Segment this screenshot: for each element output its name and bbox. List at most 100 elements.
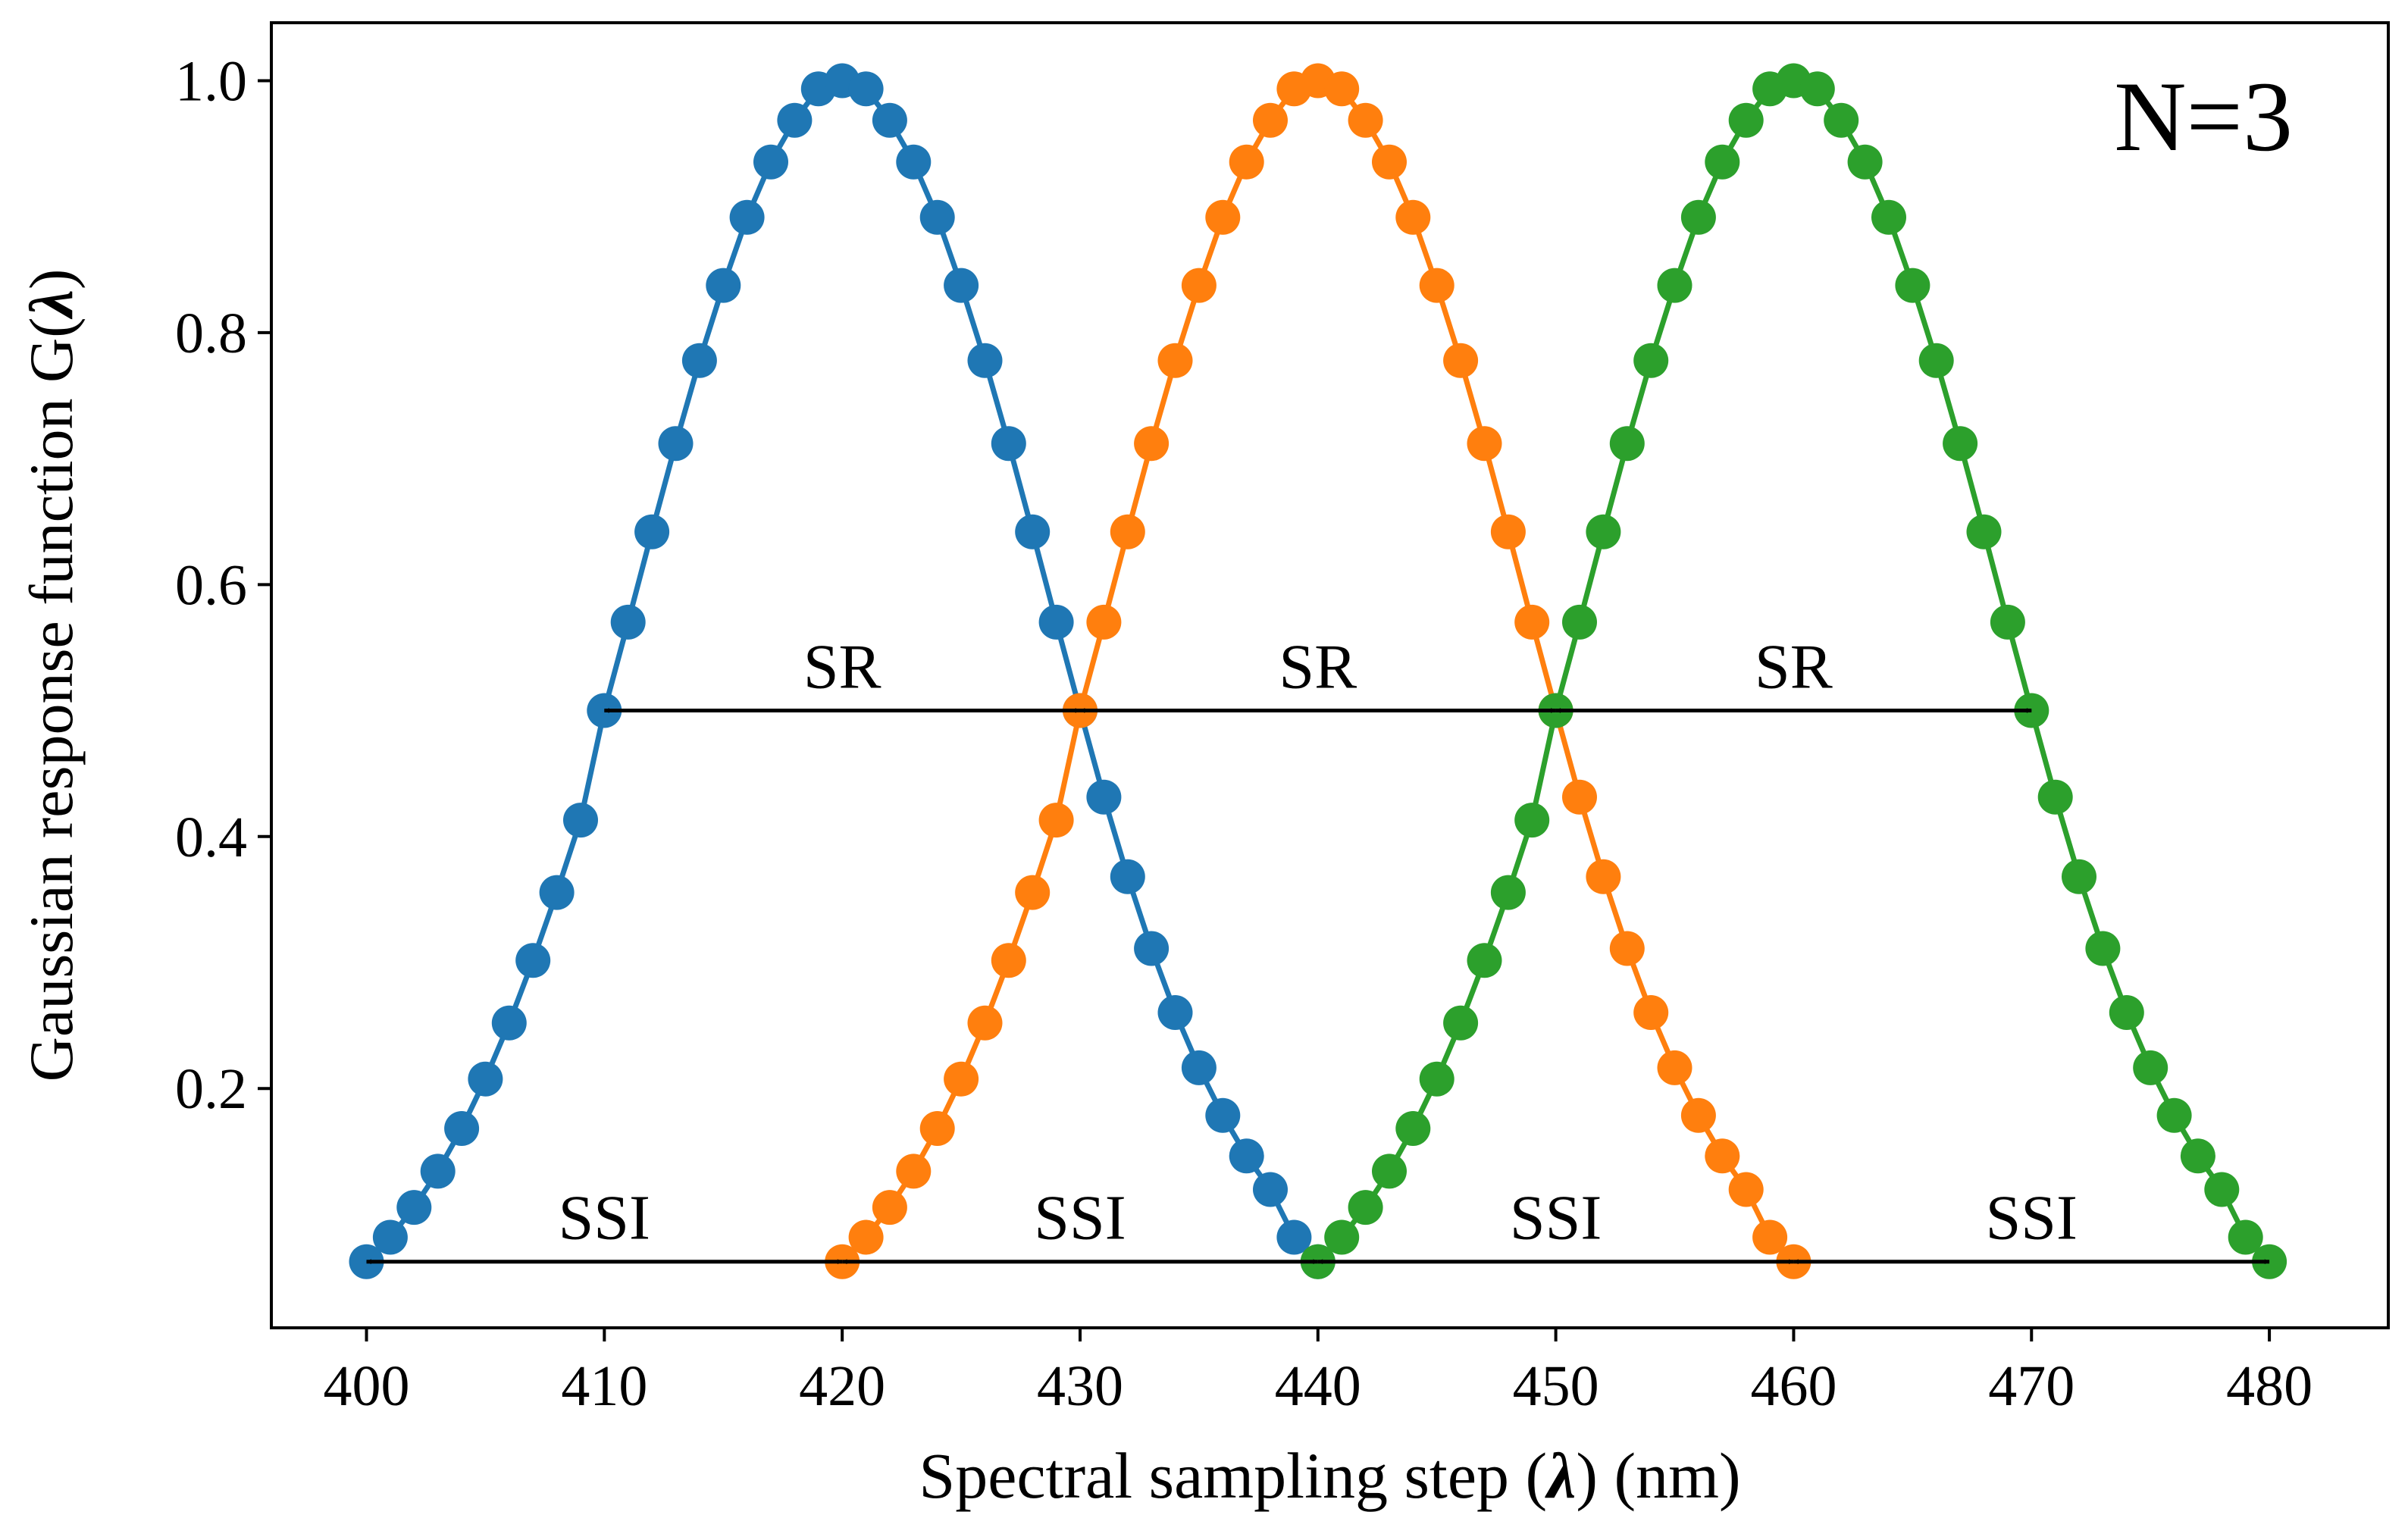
data-point	[634, 514, 670, 549]
data-point	[1395, 1111, 1431, 1146]
data-point	[753, 144, 788, 180]
annotation-sr-3: SR	[1555, 632, 2032, 713]
data-point	[1586, 514, 1621, 549]
annotation-label: SR	[1755, 632, 1833, 703]
y-axis-label: Gaussian response function G(λ)	[17, 269, 86, 1082]
data-point	[681, 343, 717, 378]
data-point	[1490, 514, 1526, 549]
series-band-2	[825, 63, 1811, 1279]
data-point	[1657, 268, 1692, 303]
data-point	[896, 144, 932, 180]
data-point	[1372, 1154, 1407, 1189]
data-point	[1586, 859, 1621, 894]
x-tick-label: 430	[1037, 1354, 1123, 1418]
axes-layer: 400 410 420 430 440 450 460 470 480 0.2 0.4 0.6 0.8 1…	[17, 21, 2390, 1512]
data-point	[1657, 1050, 1692, 1085]
annotation-layer: SR SR SR SSI SSI SSI SSI	[366, 632, 2270, 1265]
data-point	[1181, 268, 1217, 303]
data-point	[919, 199, 955, 235]
annotation-sr-2: SR	[1079, 632, 1556, 713]
data-point	[706, 268, 741, 303]
series-layer	[349, 63, 2287, 1279]
data-point	[1728, 1172, 1764, 1207]
data-point	[1514, 803, 1550, 838]
data-point	[396, 1190, 432, 1226]
data-point	[967, 343, 1003, 378]
data-point	[1157, 343, 1193, 378]
data-point	[1943, 426, 1978, 462]
data-point	[2085, 931, 2121, 966]
data-point	[539, 875, 575, 910]
annotation-ssi-6: SSI	[1317, 1183, 1794, 1265]
data-point	[1038, 803, 1074, 838]
data-point	[1253, 1172, 1288, 1207]
x-tick-label: 460	[1750, 1354, 1837, 1418]
data-point	[1038, 604, 1074, 640]
data-point	[1752, 1219, 1788, 1255]
annotation-label: SSI	[1986, 1183, 2078, 1254]
data-point	[2133, 1050, 2168, 1085]
x-tick-label: 440	[1275, 1354, 1361, 1418]
data-point	[944, 268, 979, 303]
data-point	[1633, 995, 1669, 1030]
data-point	[1110, 859, 1145, 894]
data-point	[777, 102, 813, 138]
data-point	[919, 1111, 955, 1146]
data-point	[1324, 1219, 1360, 1255]
annotation-label: SR	[1279, 632, 1357, 703]
data-point	[1157, 995, 1193, 1030]
data-point	[1847, 144, 1883, 180]
data-point	[1609, 931, 1645, 966]
data-point	[896, 1154, 932, 1189]
data-point	[2109, 995, 2144, 1030]
data-point	[1824, 102, 1859, 138]
data-point	[420, 1154, 456, 1189]
annotation-label: SR	[803, 632, 881, 703]
y-tick-label: 0.2	[175, 1057, 247, 1121]
data-point	[2228, 1219, 2263, 1255]
annotation-ssi-5: SSI	[841, 1183, 1319, 1265]
x-tick-label: 470	[1988, 1354, 2075, 1418]
data-point	[515, 943, 551, 978]
data-point	[848, 1219, 884, 1255]
data-point	[1348, 1190, 1383, 1226]
data-point	[1490, 875, 1526, 910]
y-tick-label: 0.4	[175, 806, 247, 869]
series-band-1	[349, 63, 1336, 1279]
data-point	[1015, 875, 1051, 910]
data-point	[1443, 343, 1479, 378]
data-point	[1015, 514, 1051, 549]
data-point	[1419, 268, 1455, 303]
data-point	[444, 1111, 480, 1146]
annotation-ssi-4: SSI	[366, 1183, 843, 1265]
data-point	[1253, 102, 1288, 138]
data-point	[658, 426, 694, 462]
data-point	[2037, 779, 2073, 815]
data-point	[1918, 343, 1954, 378]
annotation-label: SSI	[1034, 1183, 1126, 1254]
data-point	[991, 943, 1026, 978]
data-point	[1372, 144, 1407, 180]
data-point	[872, 1190, 907, 1226]
plot-frame	[270, 21, 2390, 1329]
data-point	[1871, 199, 1906, 235]
x-tick-label: 400	[324, 1354, 410, 1418]
y-tick-label: 0.6	[175, 553, 247, 617]
annotation-label: SSI	[559, 1183, 650, 1254]
data-point	[1181, 1050, 1217, 1085]
data-point	[1562, 779, 1597, 815]
data-point	[872, 102, 907, 138]
annotation-sr-1: SR	[603, 632, 1081, 713]
data-point	[1514, 604, 1550, 640]
data-point	[1110, 514, 1145, 549]
y-tick-label: 0.8	[175, 302, 247, 365]
data-point	[1467, 426, 1502, 462]
corner-label: N=3	[2114, 61, 2293, 172]
data-point	[944, 1061, 979, 1097]
data-point	[1705, 1138, 1740, 1174]
data-point	[1086, 779, 1122, 815]
data-point	[729, 199, 765, 235]
data-point	[610, 604, 646, 640]
data-point	[1229, 144, 1264, 180]
